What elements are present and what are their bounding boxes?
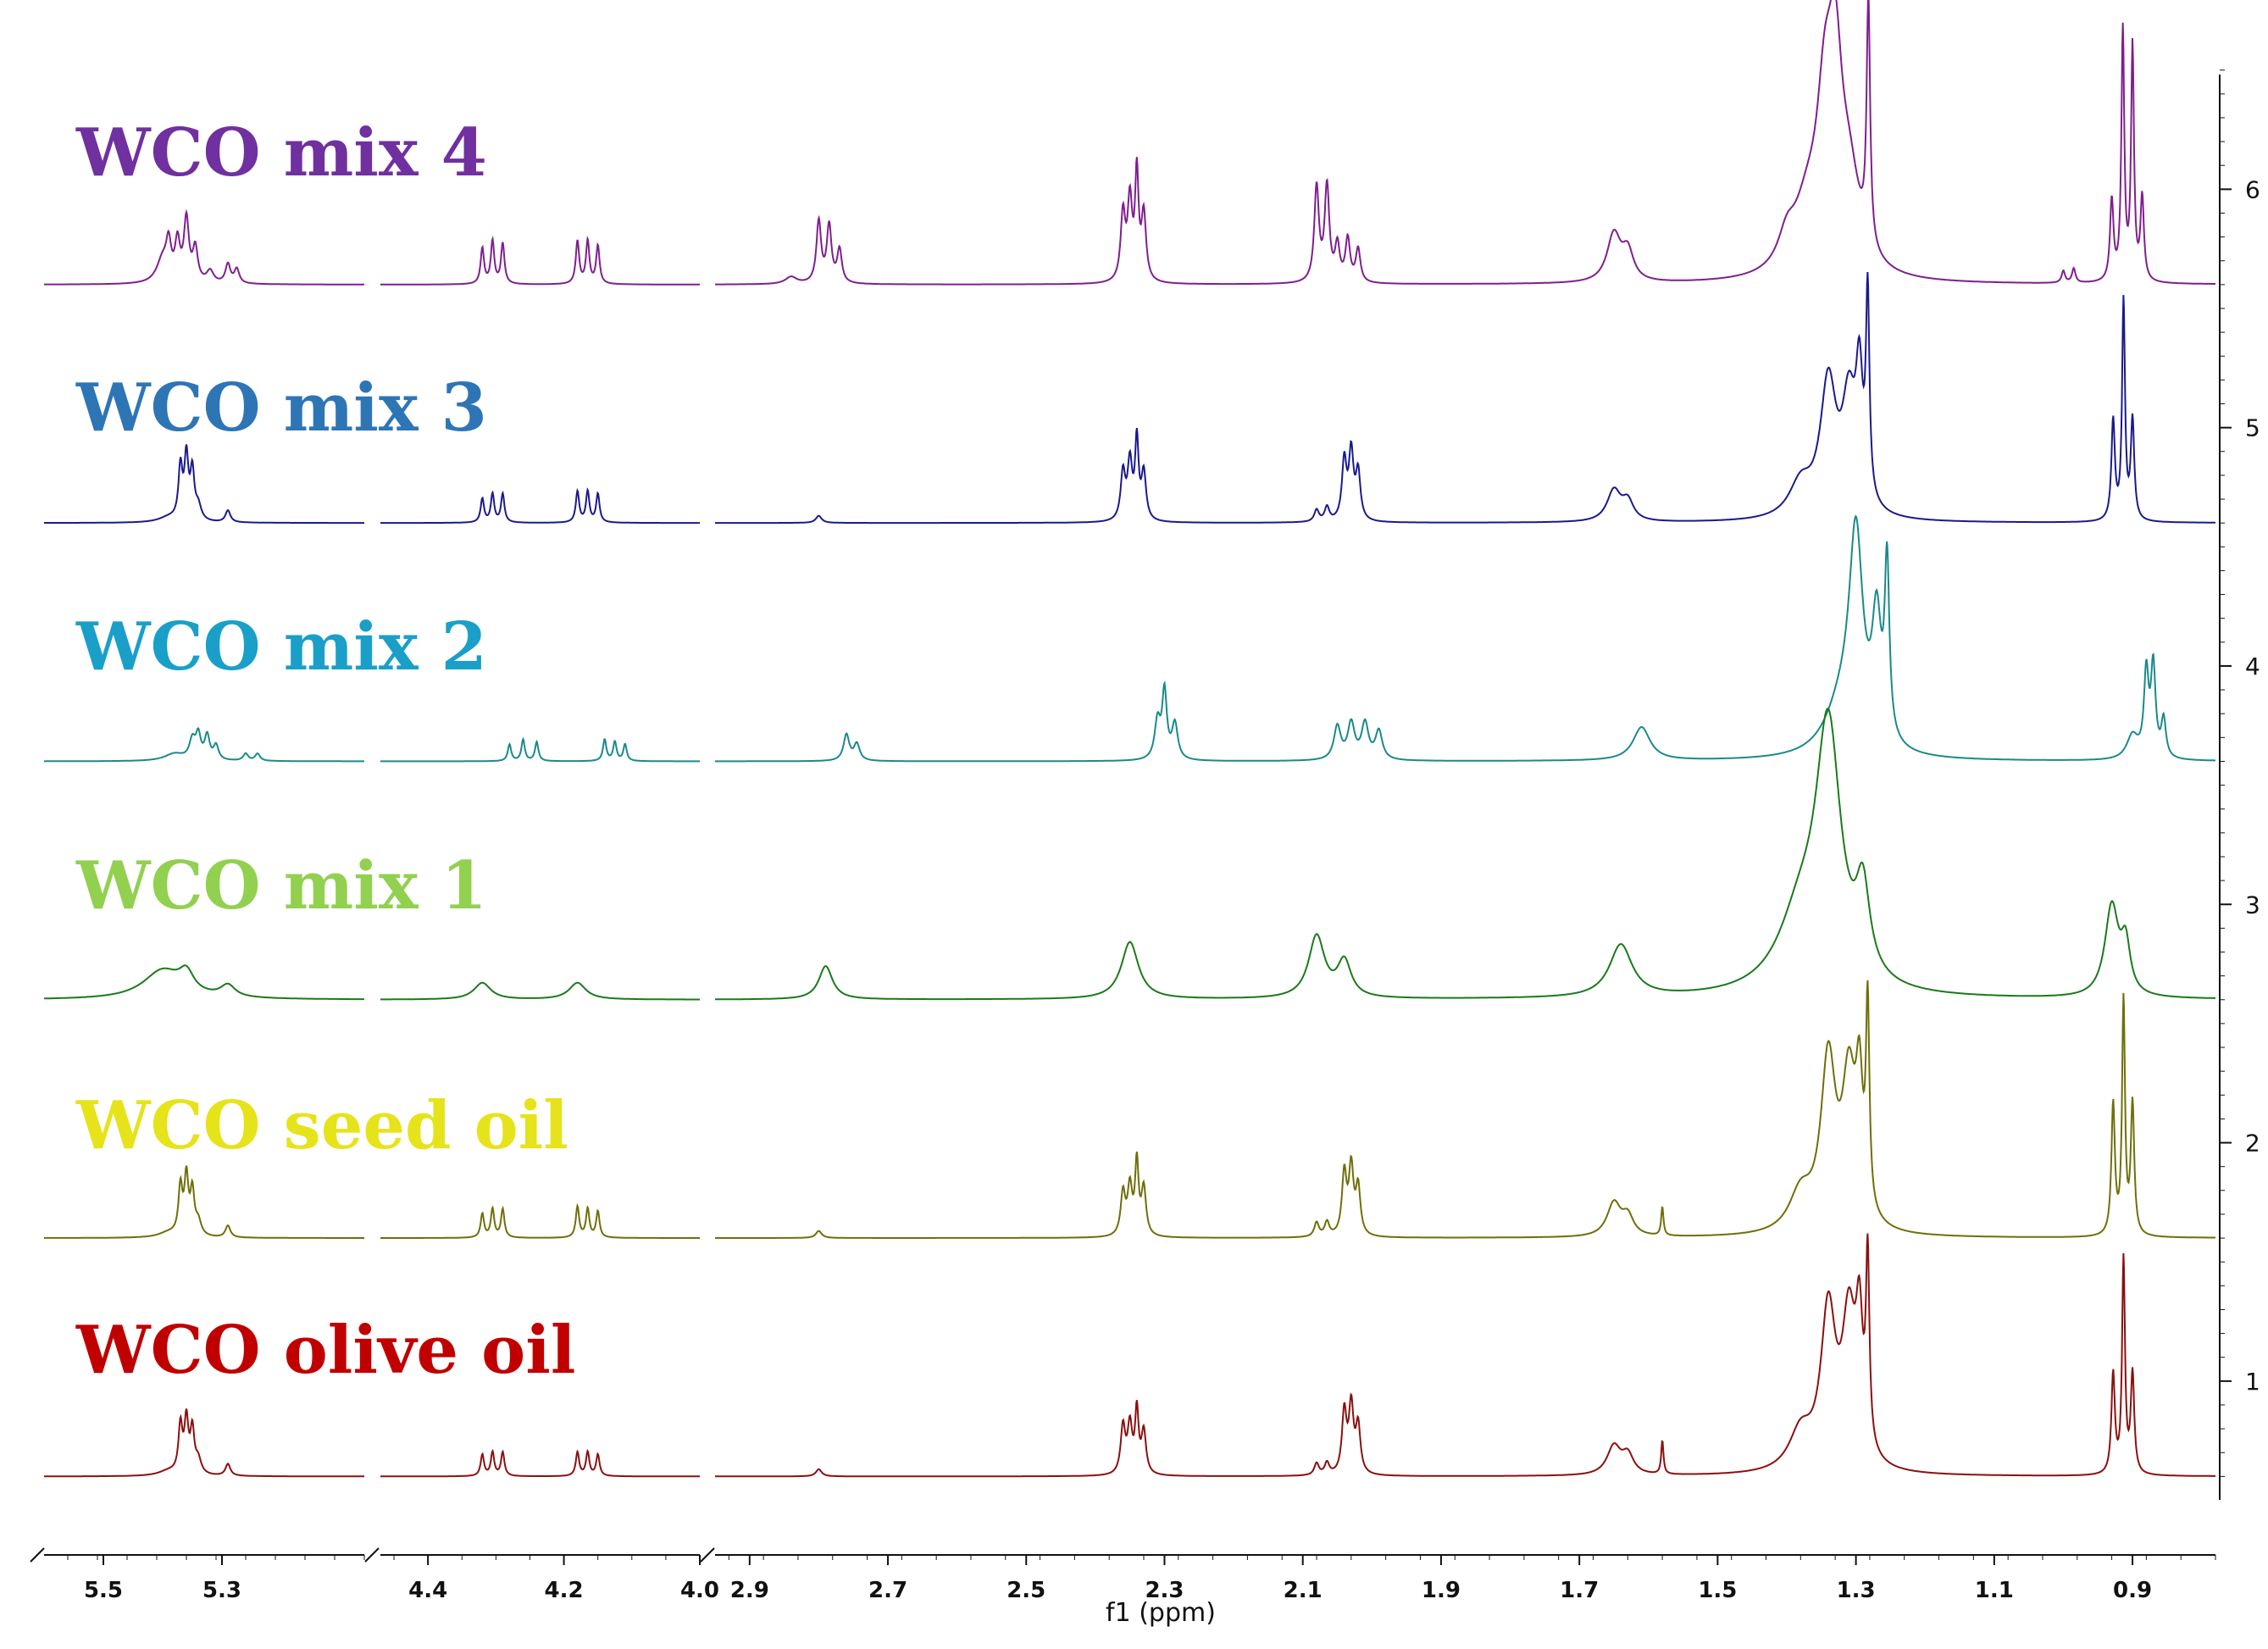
axis-break-mark — [364, 1547, 380, 1563]
spectrum-wco-mix-4 — [44, 0, 2215, 286]
x-tick-label: 4.0 — [680, 1578, 719, 1603]
series-label: WCO olive oil — [75, 1312, 575, 1389]
spectrum-line-segment — [44, 208, 364, 286]
spectrum-wco-mix-3 — [44, 272, 2215, 525]
spectrum-wco-mix-2 — [44, 514, 2215, 763]
spectra-group — [44, 0, 2215, 1478]
y-tick-label: 2 — [2245, 1130, 2260, 1158]
spectrum-line-segment — [44, 444, 364, 525]
x-tick-label: 1.3 — [1837, 1578, 1876, 1603]
series-label: WCO mix 2 — [75, 608, 487, 686]
y-tick-label: 6 — [2245, 175, 2260, 203]
y-tick-label: 5 — [2245, 414, 2260, 442]
x-tick-label: 2.7 — [868, 1578, 907, 1603]
x-tick-label: 1.9 — [1422, 1578, 1461, 1603]
spectrum-line-segment — [44, 727, 364, 763]
x-tick-label: 1.5 — [1698, 1578, 1737, 1603]
spectrum-wco-seed-oil — [44, 980, 2215, 1239]
y-tick-label: 1 — [2245, 1368, 2260, 1396]
x-tick-label: 2.3 — [1145, 1578, 1184, 1603]
spectrum-line-segment — [44, 964, 364, 1001]
y-tick-label: 3 — [2245, 891, 2260, 919]
y-tick-label: 4 — [2245, 652, 2260, 680]
spectrum-line-segment — [380, 235, 700, 286]
spectrum-line-segment — [44, 1408, 364, 1478]
spectrum-line-segment — [715, 0, 2215, 286]
spectrum-line-segment — [380, 736, 700, 763]
spectrum-line-segment — [715, 980, 2215, 1239]
spectrum-line-segment — [380, 981, 700, 1001]
x-tick-label: 1.7 — [1560, 1578, 1599, 1603]
series-label: WCO seed oil — [75, 1087, 568, 1164]
x-tick-label: 4.2 — [545, 1578, 584, 1603]
spectrum-line-segment — [380, 487, 700, 525]
axis-break-mark — [30, 1547, 45, 1563]
spectrum-line-segment — [380, 1448, 700, 1478]
x-tick-label: 2.9 — [730, 1578, 769, 1603]
series-label: WCO mix 1 — [75, 847, 487, 924]
spectrum-wco-olive-oil — [44, 1233, 2215, 1478]
x-tick-label: 5.3 — [202, 1578, 241, 1603]
spectrum-line-segment — [715, 1233, 2215, 1478]
spectrum-line-segment — [715, 272, 2215, 525]
spectrum-line-segment — [44, 1165, 364, 1239]
axis-break-mark — [700, 1547, 715, 1563]
spectrum-line-segment — [715, 708, 2215, 1001]
spectrum-line-segment — [715, 514, 2215, 763]
x-tick-label: 0.9 — [2113, 1578, 2152, 1603]
series-label: WCO mix 3 — [75, 369, 487, 447]
x-tick-label: 5.5 — [84, 1578, 123, 1603]
x-axis-title: f1 (ppm) — [1106, 1598, 1216, 1628]
x-tick-label: 4.4 — [408, 1578, 447, 1603]
x-tick-label: 1.1 — [1975, 1578, 2014, 1603]
x-tick-label: 2.1 — [1284, 1578, 1323, 1603]
spectrum-wco-mix-1 — [44, 708, 2215, 1001]
spectrum-line-segment — [380, 1202, 700, 1239]
x-tick-label: 2.5 — [1006, 1578, 1045, 1603]
series-label: WCO mix 4 — [75, 114, 487, 192]
